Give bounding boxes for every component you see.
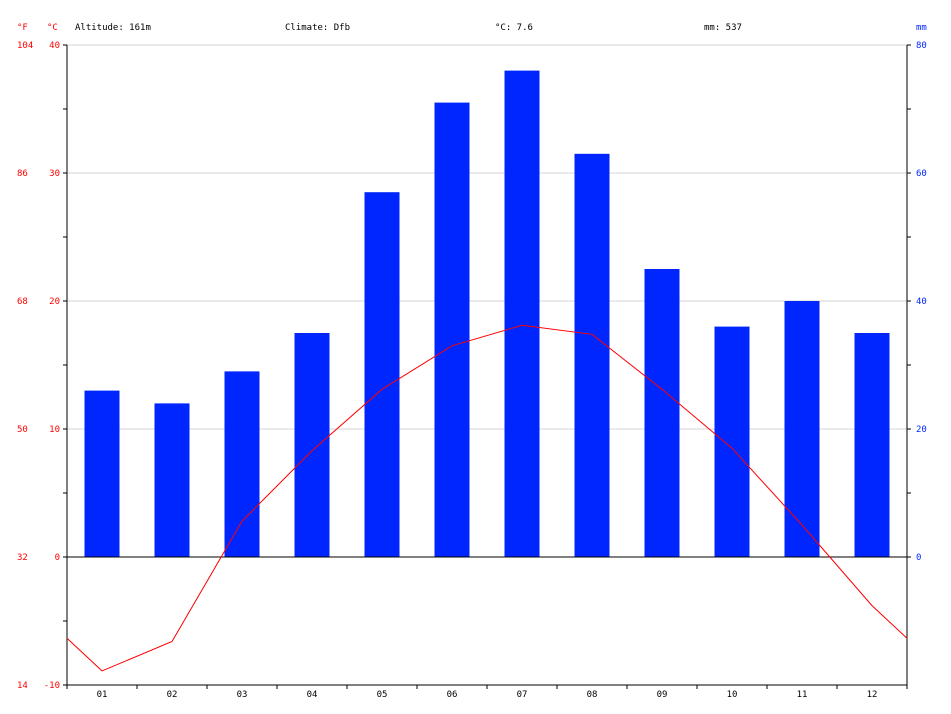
- precip-bar-04: [294, 333, 330, 557]
- precip-bar-06: [434, 102, 470, 557]
- celsius-unit-label: °C: [47, 23, 58, 33]
- mm-tick-label: 80: [916, 41, 927, 51]
- precip-bar-12: [854, 333, 890, 557]
- temperature-line: [66, 324, 908, 672]
- mm-tick-label: 0: [916, 553, 921, 563]
- month-label-11: 11: [797, 690, 808, 700]
- precipitation-bars: [84, 70, 890, 558]
- gridlines: [67, 44, 907, 430]
- month-label-06: 06: [447, 690, 458, 700]
- fahrenheit-tick-label: 104: [17, 41, 33, 51]
- month-label-07: 07: [517, 690, 528, 700]
- mm-tick-label: 60: [916, 169, 927, 179]
- celsius-tick-label: 0: [55, 553, 60, 563]
- precip-bar-10: [714, 326, 750, 557]
- celsius-tick-label: 20: [49, 297, 60, 307]
- month-label-04: 04: [307, 690, 318, 700]
- month-label-01: 01: [97, 690, 108, 700]
- month-label-10: 10: [727, 690, 738, 700]
- month-label-03: 03: [237, 690, 248, 700]
- precip-bar-02: [154, 403, 190, 557]
- precip-bar-01: [84, 390, 120, 557]
- mean-temperature-label: °C: 7.6: [495, 23, 533, 33]
- mm-tick-label: 20: [916, 425, 927, 435]
- precip-bar-11: [784, 301, 820, 557]
- month-label-12: 12: [867, 690, 878, 700]
- celsius-tick-label: 30: [49, 169, 60, 179]
- precip-bar-03: [224, 371, 260, 557]
- temperature-series-line: [66, 324, 908, 672]
- precip-bar-08: [574, 153, 610, 558]
- month-label-09: 09: [657, 690, 668, 700]
- precip-bar-05: [364, 192, 400, 557]
- mm-tick-label: 40: [916, 297, 927, 307]
- fahrenheit-tick-label: 86: [17, 169, 28, 179]
- altitude-label: Altitude: 161m: [75, 23, 151, 33]
- fahrenheit-tick-label: 50: [17, 425, 28, 435]
- fahrenheit-tick-label: 68: [17, 297, 28, 307]
- precip-bar-09: [644, 269, 680, 557]
- precip-bar-07: [504, 70, 540, 557]
- header: Altitude: 161m Climate: Dfb °C: 7.6 mm: …: [75, 23, 742, 33]
- celsius-tick-label: 40: [49, 41, 60, 51]
- climate-label: Climate: Dfb: [285, 23, 350, 33]
- fahrenheit-tick-label: 32: [17, 553, 28, 563]
- month-label-02: 02: [167, 690, 178, 700]
- mm-unit-label: mm: [916, 23, 927, 33]
- month-label-08: 08: [587, 690, 598, 700]
- unit-labels: °F °C mm: [17, 23, 927, 33]
- celsius-tick-label: -10: [44, 681, 60, 691]
- celsius-tick-label: 10: [49, 425, 60, 435]
- fahrenheit-tick-label: 14: [17, 681, 28, 691]
- axes: [63, 44, 911, 689]
- annual-precipitation-label: mm: 537: [704, 23, 742, 33]
- fahrenheit-unit-label: °F: [17, 23, 28, 33]
- month-label-05: 05: [377, 690, 388, 700]
